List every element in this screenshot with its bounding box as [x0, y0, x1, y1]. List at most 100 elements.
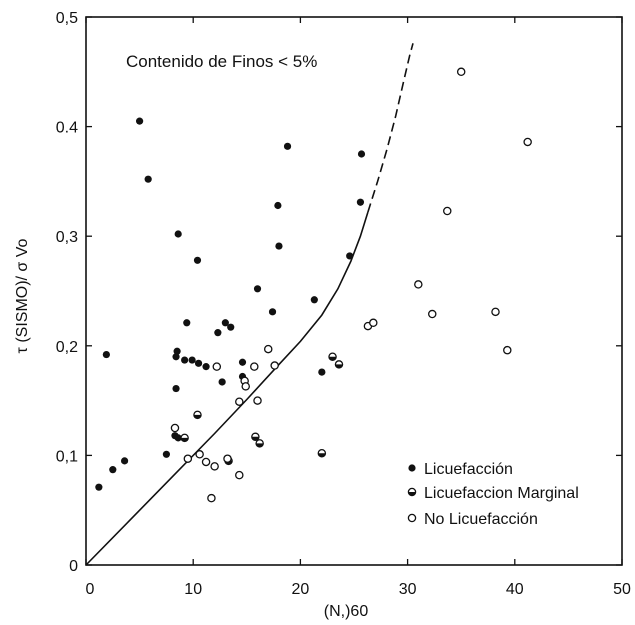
data-point-no-licuefaccion: [369, 318, 378, 328]
marker-open-circle: [235, 397, 244, 406]
data-point-no-licuefaccion: [250, 362, 259, 371]
data-point-licuefaccion: [268, 308, 277, 316]
chart-title: Contenido de Finos < 5%: [126, 52, 317, 71]
marker-filled-circle: [318, 368, 326, 376]
marker-filled-circle: [174, 230, 182, 238]
data-point-licuefaccion: [238, 358, 247, 366]
marker-open-circle: [241, 382, 250, 391]
data-point-no-licuefaccion: [428, 309, 437, 319]
data-point-no-licuefaccion: [443, 206, 452, 216]
marker-filled-circle: [136, 117, 144, 125]
marker-open-circle: [235, 470, 244, 480]
y-tick-label: 0,5: [56, 10, 78, 27]
marker-half-circle-fill: [181, 437, 189, 442]
marker-filled-circle: [275, 242, 283, 250]
data-point-licuefaccion: [194, 359, 203, 367]
x-tick-label: 50: [613, 581, 631, 598]
marker-open-circle: [443, 206, 452, 216]
data-point-licuefaccion: [102, 350, 110, 359]
legend-label-licuefaccion-marginal: Licuefaccion Marginal: [424, 485, 579, 502]
marker-open-circle: [456, 67, 466, 77]
marker-filled-circle: [357, 150, 366, 158]
marker-half-circle-fill: [328, 356, 337, 361]
y-tick-label: 0,1: [56, 448, 78, 465]
marker-filled-circle: [172, 384, 180, 393]
data-point-licuefaccion: [253, 285, 262, 293]
data-point-licuefaccion: [173, 347, 181, 355]
data-point-licuefaccion: [162, 450, 170, 458]
data-point-no-licuefaccion: [235, 397, 244, 406]
marker-filled-circle: [268, 308, 277, 316]
data-point-licuefaccion: [275, 242, 283, 250]
data-point-licuefaccion: [227, 323, 235, 331]
marker-filled-circle: [253, 285, 262, 293]
marker-open-circle: [428, 309, 437, 319]
marker-filled-circle: [274, 201, 282, 210]
data-point-licuefaccion-marginal: [180, 433, 189, 443]
data-point-licuefaccion: [356, 198, 365, 206]
marker-open-circle: [201, 457, 211, 467]
marker-filled-circle: [194, 359, 203, 367]
data-point-no-licuefaccion: [183, 454, 193, 463]
marker-half-circle-fill: [256, 443, 264, 447]
marker-filled-circle: [218, 378, 226, 386]
data-point-no-licuefaccion: [223, 454, 232, 463]
marker-half-circle-fill: [193, 414, 202, 419]
data-point-licuefaccion: [136, 117, 144, 125]
marker-open-circle: [223, 454, 232, 463]
x-tick-label: 0: [86, 581, 95, 598]
marker-open-circle: [250, 362, 259, 371]
marker-filled-circle: [202, 363, 210, 371]
marker-filled-circle: [174, 434, 182, 442]
marker-filled-circle: [188, 356, 196, 364]
marker-filled-circle: [95, 483, 103, 491]
data-point-licuefaccion: [188, 356, 196, 364]
y-axis-label: τ (SISMO)/ σ Vo: [14, 238, 31, 353]
data-point-no-licuefaccion: [241, 382, 250, 391]
legend-marker-no-licuefaccion: [407, 513, 417, 523]
data-point-no-licuefaccion: [503, 345, 512, 355]
marker-open-circle: [503, 345, 512, 355]
marker-filled-circle: [346, 252, 354, 260]
data-point-no-licuefaccion: [270, 361, 279, 370]
data-point-licuefaccion: [183, 319, 191, 327]
marker-open-circle: [212, 362, 222, 371]
marker-filled-circle: [227, 323, 235, 331]
legend-markers: [407, 464, 417, 523]
y-tick-label: 0,2: [56, 339, 78, 356]
data-point-licuefaccion: [274, 201, 282, 210]
data-point-no-licuefaccion: [170, 423, 180, 433]
marker-filled-circle: [238, 358, 247, 366]
marker-open-circle: [183, 454, 193, 463]
data-point-licuefaccion: [181, 356, 189, 364]
marker-open-circle: [170, 423, 180, 433]
marker-half-circle-fill: [408, 492, 416, 496]
data-point-licuefaccion: [193, 256, 202, 264]
data-point-licuefaccion: [120, 457, 129, 465]
marker-open-circle: [195, 450, 204, 459]
data-point-licuefaccion: [357, 150, 366, 158]
data-point-no-licuefaccion: [456, 67, 466, 77]
marker-open-circle: [253, 396, 262, 405]
marker-filled-circle: [173, 347, 181, 355]
data-point-no-licuefaccion: [414, 280, 423, 289]
data-point-licuefaccion: [95, 483, 103, 491]
data-point-no-licuefaccion: [263, 344, 273, 354]
data-point-no-licuefaccion: [491, 307, 500, 317]
data-point-licuefaccion: [144, 175, 152, 183]
marker-open-circle: [414, 280, 423, 289]
data-point-licuefaccion: [214, 329, 222, 337]
marker-filled-circle: [120, 457, 129, 465]
marker-open-circle: [210, 462, 219, 471]
plot-frame: [85, 16, 623, 566]
data-point-licuefaccion: [283, 142, 292, 150]
data-point-no-licuefaccion: [195, 450, 204, 459]
data-point-licuefaccion-marginal: [334, 360, 344, 369]
data-point-no-licuefaccion: [212, 362, 222, 371]
data-point-licuefaccion: [310, 296, 318, 304]
data-point-licuefaccion: [346, 252, 354, 260]
y-tick-label: 0.4: [56, 120, 78, 137]
data-points: [95, 67, 532, 503]
